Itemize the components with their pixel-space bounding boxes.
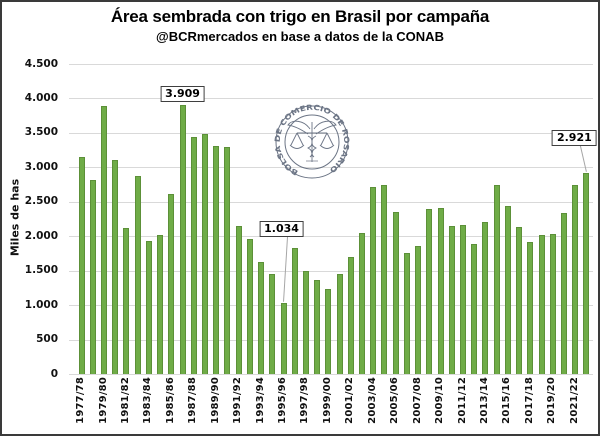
leader-line [283, 236, 289, 302]
gridline [69, 270, 593, 272]
bar-1984/85 [157, 234, 164, 374]
x-axis-tick-label: 1979/80 [97, 377, 109, 424]
x-axis-tick-label: 2011/12 [456, 377, 468, 424]
y-axis-tick-label: 4.500 [24, 57, 58, 70]
x-axis-tick-label: 1995/96 [277, 377, 289, 424]
bar-2007/08 [415, 246, 422, 374]
bar-1992/93 [246, 238, 253, 374]
bar-1995/96 [280, 302, 287, 374]
y-axis-title: Miles de has [8, 178, 22, 257]
x-axis-tick-label: 1999/00 [321, 377, 333, 424]
y-axis-tick-label: 0 [50, 367, 58, 380]
x-axis-tick-label: 1989/90 [209, 377, 221, 424]
bar-2021/22 [572, 184, 579, 374]
bar-1983/84 [145, 241, 152, 374]
y-axis-tick-label: 500 [36, 333, 58, 346]
bar-1988/89 [202, 133, 208, 374]
caduceus-scales-icon [287, 120, 337, 162]
gridline [69, 201, 593, 203]
bar-1987/88 [190, 137, 197, 374]
bcr-rosario-seal-watermark-icon: BOLSA DE COMERCIO DE ROSARIO [273, 103, 351, 179]
bar-2012/13 [471, 243, 478, 374]
y-axis-tick-label: 1.000 [24, 298, 58, 311]
x-axis-tick-label: 2019/20 [546, 377, 558, 424]
y-axis-tick-label: 2.500 [24, 195, 58, 208]
bar-2002/03 [359, 233, 366, 374]
bar-2003/04 [370, 186, 377, 374]
bar-2013/14 [482, 222, 489, 374]
data-label-callout: 2.921 [551, 129, 597, 146]
bar-1993/94 [258, 261, 265, 374]
x-axis-tick-label: 1983/84 [142, 377, 154, 424]
x-axis-tick-label: 1997/98 [299, 377, 311, 424]
data-label-callout: 1.034 [259, 220, 304, 237]
bar-1978/79 [89, 180, 96, 374]
bar-1991/92 [235, 226, 242, 374]
bar-2004/05 [381, 184, 388, 374]
bar-2014/15 [493, 184, 500, 374]
bar-1985/86 [168, 193, 175, 374]
chart-subtitle: @BCRmercados en base a datos de la CONAB [156, 29, 444, 44]
x-axis-tick-label: 2015/16 [501, 377, 513, 424]
bar-1980/81 [112, 160, 119, 374]
gridline [69, 64, 593, 65]
bar-2011/12 [460, 224, 466, 374]
bar-1997/98 [302, 271, 309, 374]
y-axis-tick-label: 3.500 [24, 126, 58, 139]
bar-2020/21 [560, 213, 567, 374]
bar-2010/11 [448, 225, 455, 374]
bar-2019/20 [549, 234, 556, 374]
gridline [69, 98, 593, 100]
bar-2022/23 [583, 172, 590, 374]
bar-2016/17 [516, 226, 523, 374]
bar-2008/09 [426, 209, 433, 374]
x-axis-tick-label: 2021/22 [568, 377, 580, 424]
x-axis-tick-label: 1981/82 [119, 377, 131, 424]
bar-1990/91 [224, 147, 231, 374]
x-axis-tick-label: 1977/78 [75, 377, 87, 424]
bar-1998/99 [314, 279, 321, 374]
bar-1996/97 [291, 247, 298, 374]
bar-2005/06 [392, 211, 399, 374]
bar-2018/19 [538, 234, 545, 374]
x-axis-tick-label: 1987/88 [187, 377, 199, 424]
y-axis-tick-label: 3.000 [24, 160, 58, 173]
bar-1989/90 [213, 145, 220, 374]
x-axis-tick-label: 2017/18 [523, 377, 535, 424]
bar-2006/07 [403, 252, 410, 374]
bar-1977/78 [78, 157, 85, 374]
bar-1979/80 [101, 106, 108, 374]
bar-2017/18 [527, 242, 534, 374]
x-axis-tick-label: 1993/94 [254, 377, 266, 424]
y-axis-tick-label: 1.500 [24, 264, 58, 277]
bar-1999/00 [325, 288, 332, 374]
bar-1994/95 [269, 274, 276, 374]
x-axis-tick-label: 2001/02 [344, 377, 356, 424]
x-axis-tick-label: 2013/14 [478, 377, 490, 424]
y-axis-tick-label: 2.000 [24, 229, 58, 242]
gridline [69, 236, 593, 238]
bar-2015/16 [504, 205, 511, 374]
gridline [69, 167, 593, 169]
y-axis-tick-label: 4.000 [24, 91, 58, 104]
gridline [69, 132, 593, 134]
data-label-callout: 3.909 [160, 85, 205, 102]
x-axis-tick-label: 2009/10 [434, 377, 446, 424]
chart-title: Área sembrada con trigo en Brasil por ca… [110, 7, 490, 26]
bar-2000/01 [336, 273, 343, 374]
bar-1986/87 [179, 104, 186, 374]
bar-1981/82 [123, 227, 130, 374]
bar-2001/02 [347, 256, 354, 374]
bar-1982/83 [134, 176, 141, 374]
gridline [69, 374, 593, 375]
x-axis-tick-label: 2007/08 [411, 377, 423, 424]
x-axis-tick-label: 2005/06 [389, 377, 401, 424]
x-axis-tick-label: 2003/04 [366, 377, 378, 424]
x-axis-tick-label: 1985/86 [164, 377, 176, 424]
bar-2009/10 [437, 207, 444, 374]
x-axis-tick-label: 1991/92 [232, 377, 244, 424]
